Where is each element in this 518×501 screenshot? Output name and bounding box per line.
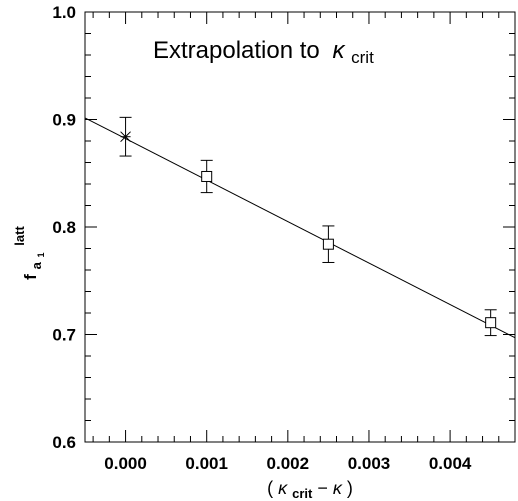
y-tick-label: 0.9 (52, 111, 76, 130)
chart-title-sub: crit (351, 48, 374, 67)
data-point (119, 116, 132, 157)
x-label-sub: crit (292, 486, 313, 501)
x-tick-label: 0.004 (429, 454, 472, 473)
x-tick-label: 0.000 (104, 454, 147, 473)
y-label-f: f (21, 274, 40, 280)
svg-text:f a 1 latt: f a 1 latt (12, 226, 48, 280)
data-point (322, 225, 335, 263)
x-tick-label: 0.003 (348, 454, 391, 473)
data-points (119, 116, 497, 337)
x-label-close: ) (347, 478, 353, 498)
fit-line-group (84, 117, 516, 339)
x-label-kappa2: κ (333, 478, 343, 498)
data-point (484, 309, 497, 337)
square-marker (485, 317, 497, 329)
y-tick-label: 0.7 (52, 326, 76, 345)
chart-title-text: Extrapolation to (153, 37, 320, 64)
data-point (200, 159, 213, 194)
x-label-minus: − (317, 478, 328, 498)
chart-title: Extrapolation to κ crit (153, 37, 374, 67)
x-tick-label: 0.001 (185, 454, 228, 473)
y-label-sub: a (29, 261, 44, 269)
fit-line (84, 117, 516, 339)
chart-title-kappa: κ (332, 37, 346, 64)
y-label-subsub: 1 (36, 252, 46, 257)
x-tick-label: 0.002 (267, 454, 310, 473)
x-label-kappa: κ (278, 478, 288, 498)
y-tick-label: 0.6 (52, 433, 76, 452)
plot-frame (84, 11, 516, 443)
x-label-open: ( (267, 478, 273, 498)
square-marker (322, 238, 334, 250)
tick-labels: 0.000 0.001 0.002 0.003 0.004 0.6 0.7 0.8 0.9 1.0 (52, 3, 472, 473)
y-tick-label: 0.8 (52, 218, 76, 237)
y-tick-label: 1.0 (52, 3, 76, 22)
x-axis-label: ( κ crit − κ ) (267, 478, 353, 501)
y-axis-label: f a 1 latt (12, 226, 48, 280)
y-label-sup: latt (12, 226, 27, 246)
star-marker-d2 (120, 131, 131, 143)
tick-marks (85, 11, 516, 443)
square-marker (201, 170, 213, 182)
